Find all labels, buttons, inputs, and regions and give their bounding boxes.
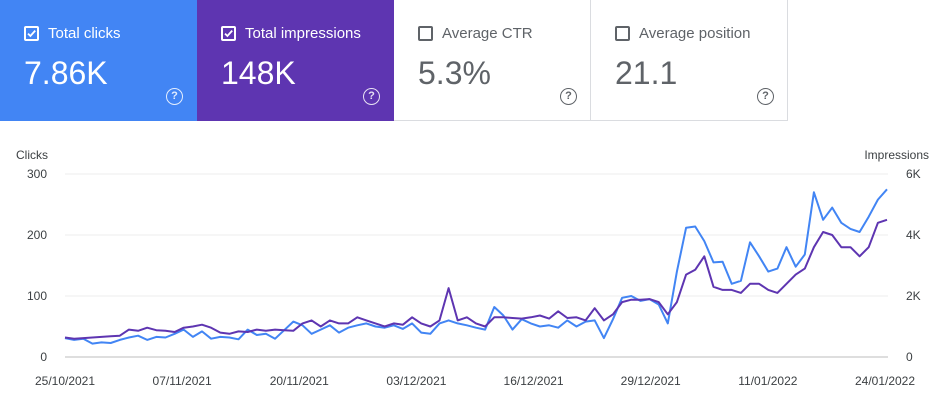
metric-label: Average CTR: [442, 25, 533, 42]
metrics-bar: Total clicks 7.86K ? Total impressions 1…: [0, 0, 788, 121]
performance-chart: Clicks Impressions 300 6K 200 4K 100 2K 0 0 25/10/…: [16, 148, 929, 388]
x-tick-label: 24/01/2022: [855, 374, 915, 388]
checkbox-checked-icon[interactable]: [24, 26, 39, 41]
y-tick-label-left: 100: [27, 289, 47, 303]
series-line-total-clicks: [64, 188, 888, 345]
series-line-total-impressions: [64, 218, 888, 340]
y-tick-label-right: 6K: [906, 167, 921, 181]
y-axis-title-left: Clicks: [16, 148, 48, 162]
x-tick-label: 25/10/2021: [35, 374, 95, 388]
metric-card-average-position[interactable]: Average position 21.1 ?: [591, 0, 788, 121]
metric-label: Average position: [639, 25, 751, 42]
y-tick-label-left: 300: [27, 167, 47, 181]
help-icon[interactable]: ?: [363, 88, 380, 105]
x-tick-label: 16/12/2021: [504, 374, 564, 388]
x-tick-label: 07/11/2021: [153, 374, 212, 388]
metric-label: Total impressions: [245, 25, 361, 42]
help-icon[interactable]: ?: [166, 88, 183, 105]
checkbox-unchecked-icon[interactable]: [615, 26, 630, 41]
y-tick-label-right: 2K: [906, 289, 921, 303]
y-tick-label-right: 4K: [906, 228, 921, 242]
metric-value: 7.86K: [24, 55, 108, 91]
y-axis-title-right: Impressions: [864, 148, 929, 162]
metric-value: 5.3%: [418, 55, 491, 91]
checkbox-unchecked-icon[interactable]: [418, 26, 433, 41]
metric-label: Total clicks: [48, 25, 121, 42]
metric-card-average-ctr[interactable]: Average CTR 5.3% ?: [394, 0, 591, 121]
x-tick-label: 20/11/2021: [270, 374, 329, 388]
help-icon[interactable]: ?: [757, 88, 774, 105]
x-tick-label: 03/12/2021: [386, 374, 446, 388]
help-icon[interactable]: ?: [560, 88, 577, 105]
metric-value: 21.1: [615, 55, 678, 91]
x-tick-label: 11/01/2022: [738, 374, 797, 388]
metric-card-total-clicks[interactable]: Total clicks 7.86K ?: [0, 0, 197, 121]
metric-card-total-impressions[interactable]: Total impressions 148K ?: [197, 0, 394, 121]
x-tick-label: 29/12/2021: [621, 374, 681, 388]
y-tick-label-right: 0: [906, 350, 913, 364]
metric-value: 148K: [221, 55, 296, 91]
y-tick-label-left: 200: [27, 228, 47, 242]
y-tick-label-left: 0: [40, 350, 47, 364]
checkbox-checked-icon[interactable]: [221, 26, 236, 41]
